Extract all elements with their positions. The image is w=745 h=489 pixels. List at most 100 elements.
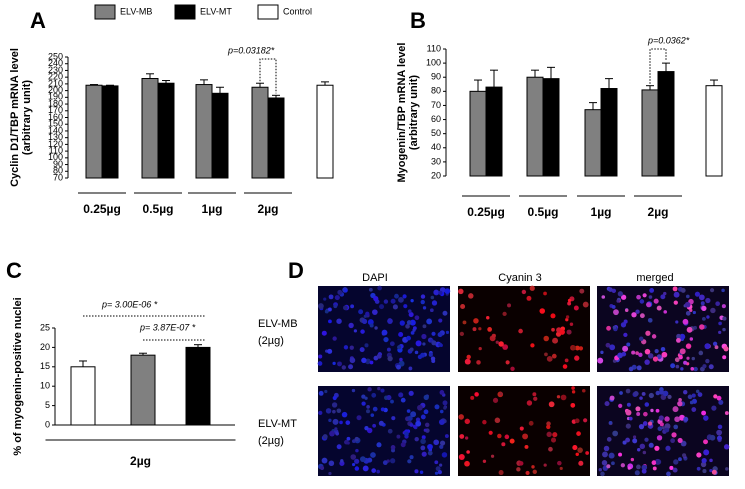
- cell: [476, 360, 481, 365]
- cell: [543, 463, 547, 467]
- cell: [350, 454, 357, 460]
- cell: [422, 324, 427, 329]
- cell: [722, 355, 727, 360]
- cell: [431, 340, 437, 346]
- legend-swatch: [174, 4, 196, 20]
- cell: [693, 366, 698, 372]
- cell: [532, 392, 537, 397]
- cell: [414, 469, 419, 474]
- cell: [421, 451, 427, 457]
- cell: [620, 294, 627, 300]
- bar: [542, 78, 560, 177]
- cell: [655, 459, 662, 465]
- cell: [648, 421, 653, 426]
- y-tick-label: 220: [48, 72, 63, 82]
- y-tick-label: 160: [48, 112, 63, 122]
- bar: [316, 84, 334, 179]
- cell: [420, 414, 426, 420]
- cell: [331, 402, 338, 408]
- cell: [492, 397, 499, 403]
- cell: [427, 443, 433, 450]
- cell: [405, 324, 410, 329]
- cell: [482, 419, 487, 425]
- cell: [650, 408, 654, 413]
- cell: [529, 285, 535, 291]
- cell: [567, 298, 572, 303]
- cell: [433, 289, 439, 295]
- cell: [373, 296, 379, 302]
- cell: [459, 434, 465, 439]
- cell: [420, 299, 425, 305]
- cell: [691, 407, 697, 412]
- y-axis-label: % of myogenin-positive nuclei: [12, 297, 24, 455]
- cell: [661, 351, 668, 358]
- cell: [376, 353, 382, 359]
- cell: [724, 411, 729, 415]
- y-tick-label: 150: [48, 119, 63, 129]
- cell: [442, 310, 448, 316]
- cell: [404, 431, 409, 437]
- cell: [428, 352, 433, 357]
- y-tick-label: 90: [53, 159, 63, 169]
- cell: [710, 288, 715, 293]
- cell: [639, 396, 643, 400]
- cell: [371, 468, 377, 474]
- cell: [625, 388, 631, 394]
- cell: [394, 293, 399, 299]
- cell: [654, 348, 659, 354]
- cell: [600, 350, 604, 355]
- cell: [601, 295, 606, 299]
- cell: [381, 329, 388, 336]
- cell: [566, 329, 572, 335]
- cell: [644, 359, 650, 365]
- cell: [652, 466, 657, 471]
- cell: [372, 423, 377, 428]
- significance-bracket: [649, 48, 667, 84]
- cell: [652, 356, 659, 362]
- cell: [526, 295, 532, 301]
- annotation: p= 3.00E-06 *: [101, 299, 158, 309]
- cell: [417, 404, 423, 411]
- cell: [679, 333, 686, 340]
- cell: [398, 332, 404, 338]
- bar: [705, 85, 723, 177]
- cell: [322, 434, 328, 440]
- cell: [434, 404, 440, 410]
- cell: [684, 301, 691, 308]
- cell: [486, 316, 490, 320]
- cell: [648, 442, 654, 448]
- cell: [623, 332, 628, 337]
- cell: [531, 465, 535, 469]
- cell: [701, 410, 707, 416]
- y-tick-label: 90: [431, 72, 441, 82]
- cell: [472, 327, 477, 332]
- cell: [636, 365, 642, 371]
- cell: [396, 364, 401, 370]
- cell: [464, 460, 470, 467]
- cell: [351, 388, 356, 393]
- cell: [686, 326, 693, 333]
- cell: [354, 458, 360, 464]
- cell: [439, 409, 444, 414]
- cell: [625, 423, 631, 429]
- cell: [698, 294, 705, 301]
- cell: [349, 357, 356, 364]
- cell: [442, 400, 448, 406]
- cell: [524, 444, 529, 449]
- cell: [698, 350, 704, 356]
- cell: [510, 366, 515, 371]
- cell: [341, 365, 346, 370]
- cell: [532, 469, 537, 474]
- cell: [703, 439, 708, 445]
- y-tick-label: 70: [53, 172, 63, 182]
- cell: [333, 304, 338, 309]
- cell: [464, 358, 471, 365]
- bar: [141, 78, 159, 179]
- cell: [438, 318, 443, 323]
- cell: [683, 416, 689, 422]
- cell: [686, 356, 690, 360]
- cell: [406, 320, 412, 325]
- cell: [659, 422, 664, 427]
- y-tick-label: 60: [431, 114, 441, 124]
- bar: [584, 109, 602, 177]
